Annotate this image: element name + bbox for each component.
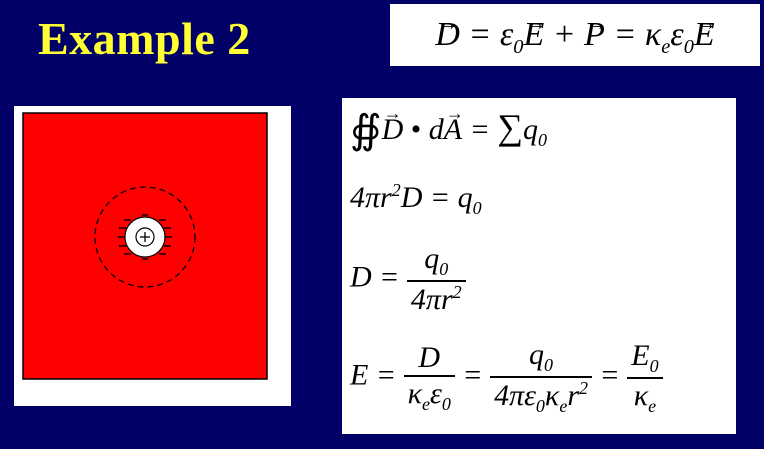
slide-title: Example 2 xyxy=(38,13,251,64)
dielectric-figure xyxy=(14,106,291,406)
constitutive-equation-text: D = ε0E + P = κeε0E xyxy=(435,0,716,58)
dielectric-diagram xyxy=(22,112,268,380)
gauss-law-equation: ∯D • dA = ∑q0 xyxy=(350,103,547,153)
d-field-equation: D = q0 4πr2 xyxy=(350,242,466,317)
surface-equation: 4πr2D = q0 xyxy=(350,180,482,218)
gaussian-surface xyxy=(94,186,196,288)
bound-charges xyxy=(118,214,172,260)
constitutive-equation: D = ε0E + P = κeε0E xyxy=(390,0,760,66)
